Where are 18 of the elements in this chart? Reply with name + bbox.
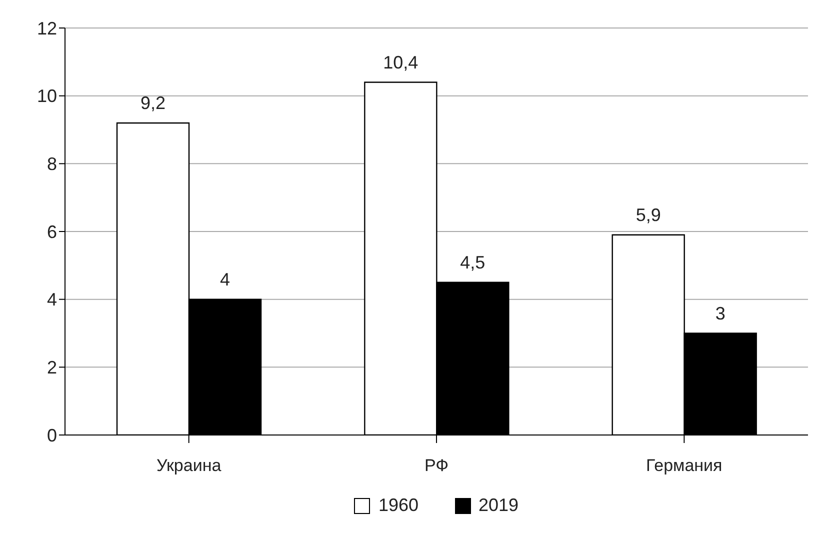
y-tick-label: 4 [46, 290, 57, 310]
data-label: 4,5 [460, 252, 486, 272]
x-tick-label: РФ [424, 456, 449, 476]
y-tick-label: 6 [46, 222, 57, 242]
legend-label: 2019 [478, 495, 519, 516]
data-label: 3 [715, 303, 726, 324]
y-tick-label: 8 [46, 154, 57, 174]
x-tick-label: Германия [646, 456, 722, 476]
y-tick-label: 12 [36, 18, 57, 38]
data-label: 5,9 [636, 204, 661, 225]
x-tick-label: Украина [156, 456, 222, 476]
data-label: 10,4 [383, 52, 418, 72]
y-tick-label: 2 [46, 358, 57, 378]
data-label: 9,2 [140, 92, 166, 113]
y-tick-label: 10 [36, 86, 57, 106]
legend-label: 1960 [378, 495, 418, 516]
data-label: 4 [220, 269, 230, 290]
y-tick-label: 0 [46, 425, 57, 446]
